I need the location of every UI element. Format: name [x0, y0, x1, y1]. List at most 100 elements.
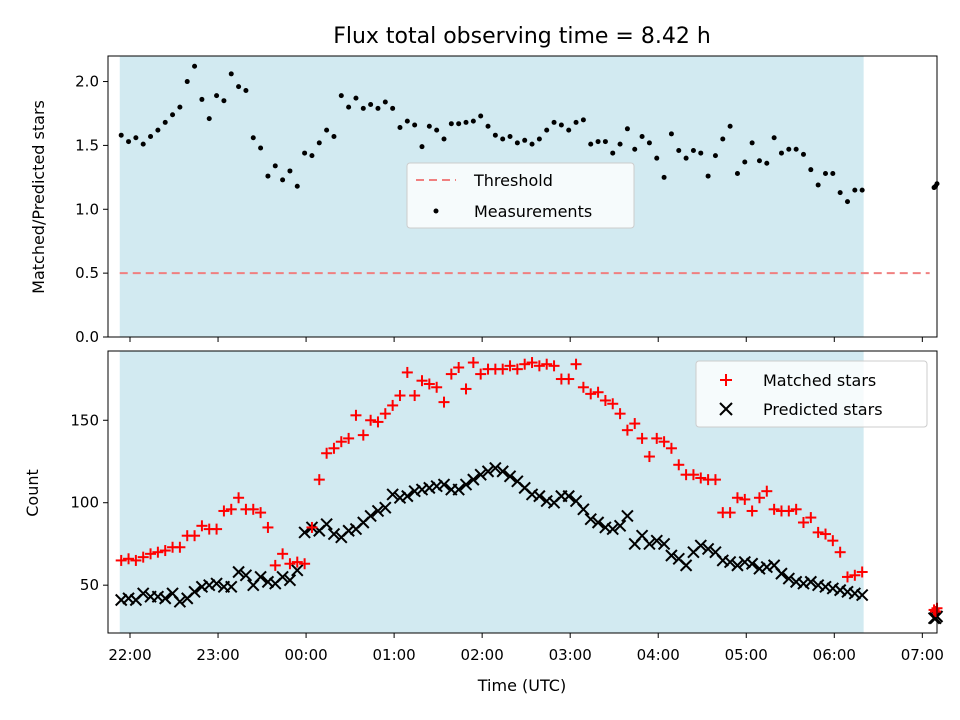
predicted-stars-point: [855, 588, 869, 602]
predicted-stars-point: [173, 595, 187, 608]
top-legend: Threshold Measurements: [406, 162, 635, 229]
matched-stars-point: [497, 363, 509, 375]
predicted-stars-point: [379, 501, 392, 514]
measurement-point: [287, 168, 293, 174]
matched-stars-points: [115, 357, 943, 618]
matched-stars-point: [753, 492, 765, 504]
bottom-y-axis-label: Count: [23, 469, 42, 517]
matched-stars-point: [746, 505, 758, 517]
matched-stars-point: [467, 357, 479, 369]
predicted-stars-point: [797, 577, 810, 590]
measurement-point: [426, 123, 432, 129]
measurement-point: [250, 135, 256, 141]
matched-stars-point: [438, 396, 450, 408]
measurement-point: [492, 132, 498, 138]
matched-stars-point: [790, 503, 802, 515]
matched-stars-point: [394, 390, 406, 402]
predicted-stars-point: [415, 483, 429, 496]
measurement-point: [544, 127, 550, 133]
measurement-point: [412, 122, 418, 128]
predicted-stars-point: [789, 575, 803, 589]
measurement-point: [353, 95, 359, 101]
predicted-stars-point: [159, 592, 172, 605]
matched-stars-point: [695, 472, 707, 484]
matched-stars-point: [709, 474, 721, 486]
measurement-point: [382, 99, 388, 105]
matched-stars-point: [218, 505, 230, 517]
measurement-point: [448, 121, 454, 127]
measurement-point: [390, 105, 396, 111]
measurement-point: [588, 141, 594, 147]
predicted-stars-point: [738, 555, 751, 569]
matched-stars-point: [372, 416, 384, 428]
predicted-stars-point: [723, 555, 737, 569]
measurement-point: [837, 190, 843, 196]
top-y-tick-label: 2.0: [75, 73, 99, 91]
matched-stars-point: [526, 357, 538, 369]
measurement-point: [368, 102, 374, 108]
predicted-stars-point: [203, 578, 216, 592]
measurement-point: [324, 127, 330, 133]
bottom-y-ticks: 50 100 150: [70, 411, 108, 594]
measurement-point: [258, 145, 264, 151]
measurement-point: [338, 93, 344, 99]
top-y-tick-label: 0.0: [75, 328, 99, 346]
legend-threshold-label: Threshold: [473, 171, 553, 190]
measurement-point: [800, 151, 806, 157]
x-tick-label: 07:00: [901, 646, 944, 664]
measurement-point: [639, 133, 645, 139]
legend-measurements-swatch: [433, 208, 439, 214]
predicted-stars-point: [430, 480, 443, 493]
measurement-point: [573, 119, 579, 125]
measurement-point: [140, 141, 146, 147]
matched-stars-point: [805, 512, 817, 524]
measurement-point: [500, 136, 506, 142]
matched-stars-point: [291, 556, 303, 568]
matched-stars-point: [431, 381, 443, 393]
matched-stars-point: [739, 493, 751, 505]
bottom-legend: Matched stars Predicted stars: [695, 360, 928, 428]
predicted-stars-point: [291, 564, 304, 577]
matched-stars-point: [269, 559, 281, 571]
matched-stars-point: [724, 507, 736, 519]
measurement-point: [624, 126, 630, 132]
measurement-point: [184, 79, 190, 85]
measurement-point: [118, 132, 124, 138]
matched-stars-point: [783, 505, 795, 517]
matched-stars-point: [416, 375, 428, 387]
matched-stars-point: [145, 548, 157, 560]
matched-stars-point: [159, 545, 171, 557]
predicted-stars-point: [819, 580, 832, 594]
predicted-stars-point: [261, 575, 275, 589]
measurement-point: [470, 118, 476, 124]
measurement-point: [786, 146, 792, 152]
predicted-stars-point: [613, 519, 627, 533]
matched-stars-point: [225, 503, 237, 515]
predicted-stars-point: [775, 567, 788, 580]
measurement-point: [580, 117, 586, 123]
matched-stars-point: [306, 521, 318, 533]
measurement-point: [551, 119, 557, 125]
matched-stars-point: [379, 408, 391, 420]
bottom-panel: 50 100 150 22:00 23:00 00:00 01:00 02:00 03:00 0…: [23, 350, 944, 695]
matched-stars-point: [629, 418, 641, 430]
measurement-point: [162, 119, 168, 125]
predicted-stars-point: [841, 585, 854, 598]
predicted-stars-point: [364, 509, 377, 523]
x-tick-label: 04:00: [637, 646, 680, 664]
measurement-point: [712, 153, 718, 159]
matched-stars-point: [849, 569, 861, 581]
matched-stars-point: [247, 503, 259, 515]
matched-stars-point: [328, 442, 340, 454]
chart-title: Flux total observing time = 8.42 h: [333, 24, 711, 49]
measurement-point: [734, 171, 740, 177]
measurement-point: [360, 105, 366, 111]
measurement-point: [602, 139, 608, 145]
matched-stars-point: [592, 386, 604, 398]
measurement-point: [727, 123, 733, 129]
matched-stars-point: [313, 474, 325, 486]
measurement-point: [822, 171, 828, 177]
measurement-point: [404, 118, 410, 124]
legend-matched-swatch: [720, 374, 732, 386]
predicted-stars-point: [393, 491, 407, 504]
